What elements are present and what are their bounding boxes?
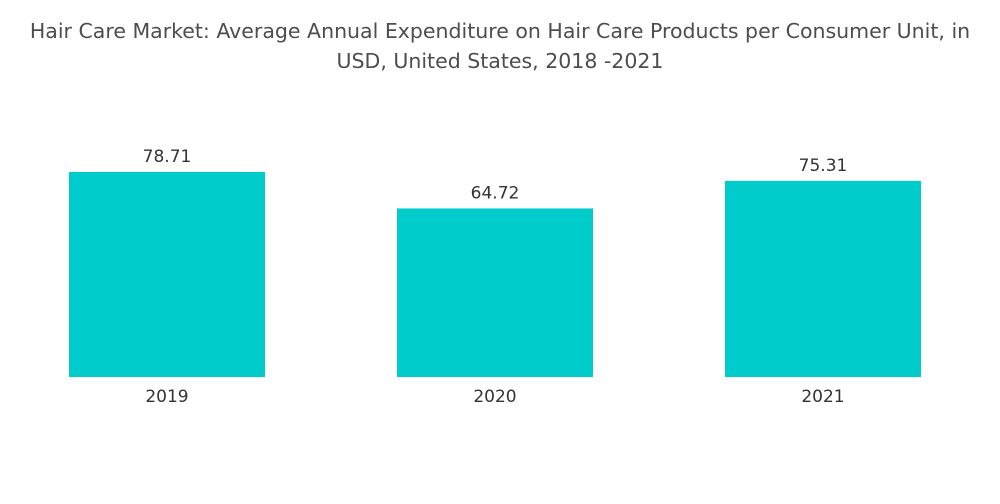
category-label-2020: 2020 bbox=[473, 387, 516, 407]
value-label-2021: 75.31 bbox=[799, 156, 848, 176]
bar-2020 bbox=[397, 208, 593, 377]
chart-title-line-1: Hair Care Market: Average Annual Expendi… bbox=[29, 19, 971, 43]
chart-title-line-2: USD, United States, 2018 -2021 bbox=[336, 49, 664, 73]
chart-title: Hair Care Market: Average Annual Expendi… bbox=[0, 16, 1000, 76]
category-label-2019: 2019 bbox=[145, 387, 188, 407]
category-label-2021: 2021 bbox=[801, 387, 844, 407]
value-label-2019: 78.71 bbox=[143, 147, 192, 167]
value-label-2020: 64.72 bbox=[471, 183, 520, 203]
bar-2019 bbox=[69, 172, 265, 377]
bar-2021 bbox=[725, 180, 921, 377]
bars-layer: 78.71 2019 64.72 2020 75.31 2021 bbox=[69, 147, 921, 407]
